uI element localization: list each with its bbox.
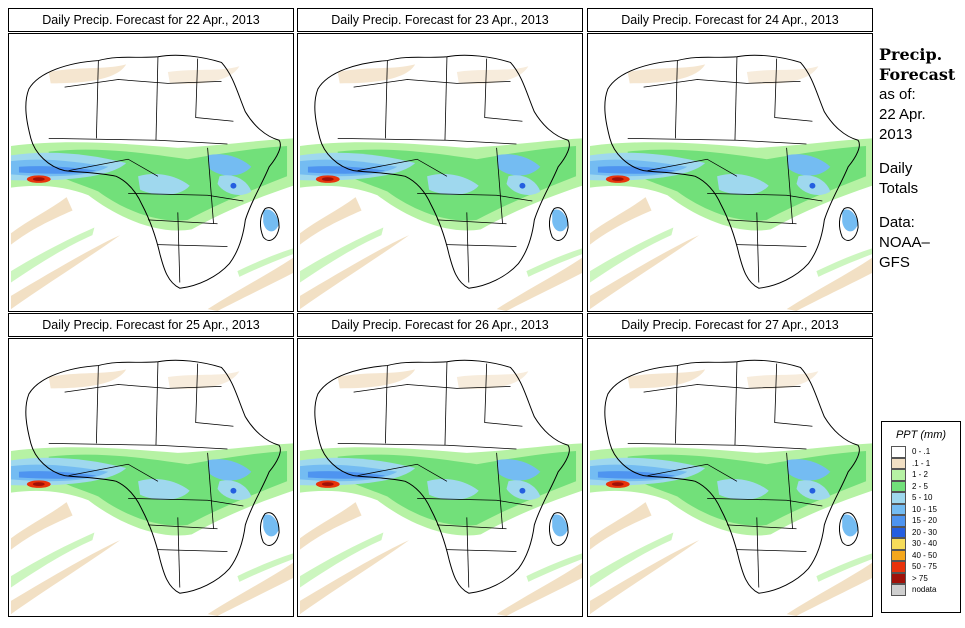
info-asof: as of: bbox=[879, 86, 916, 103]
legend-swatch bbox=[891, 515, 906, 527]
legend-label: 20 - 30 bbox=[912, 527, 937, 537]
legend-label: nodata bbox=[912, 585, 937, 595]
forecast-panel-26-apr: Daily Precip. Forecast for 26 Apr., 2013 bbox=[297, 313, 583, 617]
legend-label: 10 - 15 bbox=[912, 504, 937, 514]
legend-swatch bbox=[891, 561, 906, 573]
legend-item: 50 - 75 bbox=[891, 561, 960, 573]
legend-label: > 75 bbox=[912, 573, 928, 583]
legend-swatch bbox=[891, 572, 906, 584]
precip-map bbox=[297, 338, 583, 617]
forecast-panel-23-apr: Daily Precip. Forecast for 23 Apr., 2013 bbox=[297, 8, 583, 312]
legend-item: .1 - 1 bbox=[891, 457, 960, 469]
legend-item: 15 - 20 bbox=[891, 515, 960, 527]
panel-title: Daily Precip. Forecast for 22 Apr., 2013 bbox=[8, 8, 294, 32]
legend-item: 20 - 30 bbox=[891, 526, 960, 538]
legend-swatch bbox=[891, 503, 906, 515]
legend-item: 5 - 10 bbox=[891, 492, 960, 504]
forecast-panel-22-apr: Daily Precip. Forecast for 22 Apr., 2013 bbox=[8, 8, 294, 312]
legend-item: 0 - .1 bbox=[891, 446, 960, 458]
precip-map bbox=[8, 33, 294, 312]
legend-label: 30 - 40 bbox=[912, 539, 937, 549]
info-heading-line2: Forecast bbox=[879, 65, 956, 84]
legend-label: .1 - 1 bbox=[912, 458, 931, 468]
panel-title: Daily Precip. Forecast for 24 Apr., 2013 bbox=[587, 8, 873, 32]
legend-swatch bbox=[891, 492, 906, 504]
legend-label: 50 - 75 bbox=[912, 562, 937, 572]
forecast-info: Precip. Forecast as of: 22 Apr. 2013 Dai… bbox=[879, 45, 965, 273]
legend-swatch bbox=[891, 446, 906, 458]
legend-swatch bbox=[891, 538, 906, 550]
legend-item: 30 - 40 bbox=[891, 538, 960, 550]
legend-item: 10 - 15 bbox=[891, 503, 960, 515]
forecast-panel-25-apr: Daily Precip. Forecast for 25 Apr., 2013 bbox=[8, 313, 294, 617]
info-totals-line1: Daily bbox=[879, 160, 913, 177]
forecast-panel-27-apr: Daily Precip. Forecast for 27 Apr., 2013 bbox=[587, 313, 873, 617]
info-date-line2: 2013 bbox=[879, 126, 913, 143]
legend-swatch bbox=[891, 526, 906, 538]
legend-item: nodata bbox=[891, 584, 960, 596]
legend-swatch bbox=[891, 549, 906, 561]
forecast-panel-24-apr: Daily Precip. Forecast for 24 Apr., 2013 bbox=[587, 8, 873, 312]
precip-map bbox=[587, 338, 873, 617]
legend-swatch bbox=[891, 584, 906, 596]
panel-title: Daily Precip. Forecast for 26 Apr., 2013 bbox=[297, 313, 583, 337]
info-data-line1: Data: bbox=[879, 214, 915, 231]
precip-map bbox=[587, 33, 873, 312]
legend-label: 5 - 10 bbox=[912, 493, 933, 503]
legend-swatch bbox=[891, 457, 906, 469]
legend-item: 40 - 50 bbox=[891, 549, 960, 561]
info-date-line1: 22 Apr. bbox=[879, 106, 926, 123]
panel-title: Daily Precip. Forecast for 25 Apr., 2013 bbox=[8, 313, 294, 337]
legend-item: 2 - 5 bbox=[891, 480, 960, 492]
legend-item: > 75 bbox=[891, 572, 960, 584]
precip-map bbox=[8, 338, 294, 617]
legend-swatch bbox=[891, 480, 906, 492]
legend-label: 2 - 5 bbox=[912, 481, 929, 491]
panel-title: Daily Precip. Forecast for 23 Apr., 2013 bbox=[297, 8, 583, 32]
info-data-line2: NOAA– bbox=[879, 234, 930, 251]
legend-label: 15 - 20 bbox=[912, 516, 937, 526]
info-heading-line1: Precip. bbox=[879, 45, 943, 64]
legend-title: PPT (mm) bbox=[895, 429, 947, 441]
precip-map bbox=[297, 33, 583, 312]
info-totals-line2: Totals bbox=[879, 180, 919, 197]
legend-item: 1 - 2 bbox=[891, 469, 960, 481]
legend-label: 40 - 50 bbox=[912, 550, 937, 560]
legend-label: 0 - .1 bbox=[912, 447, 931, 457]
info-data-line3: GFS bbox=[879, 254, 910, 271]
legend-swatch bbox=[891, 469, 906, 481]
panel-title: Daily Precip. Forecast for 27 Apr., 2013 bbox=[587, 313, 873, 337]
legend-label: 1 - 2 bbox=[912, 470, 929, 480]
